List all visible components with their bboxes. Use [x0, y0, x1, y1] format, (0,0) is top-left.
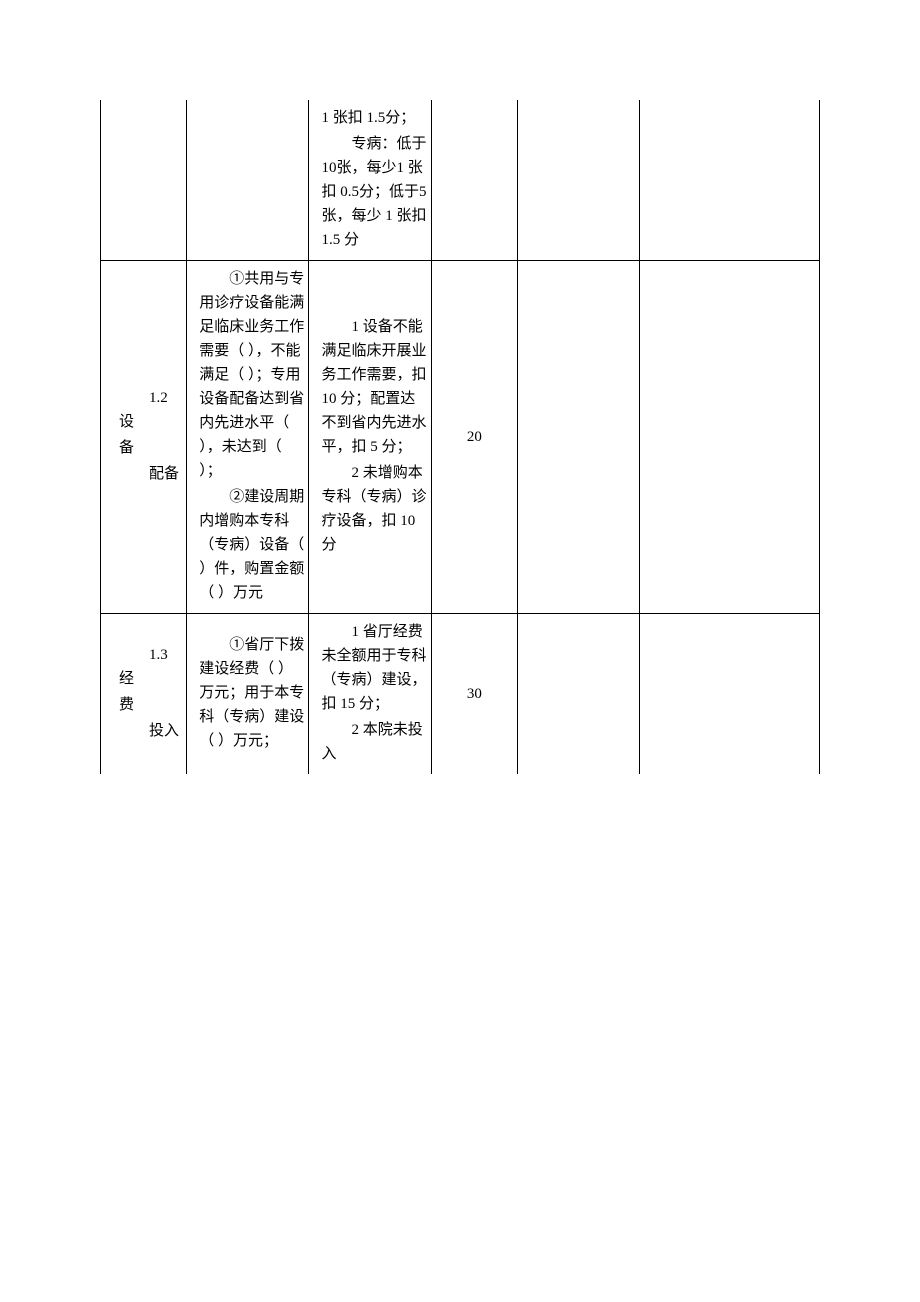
text-content: 1.2 设 [119, 386, 182, 434]
text-content: 1 张扣 1.5分； [321, 106, 426, 130]
text-content: ①共用与专用诊疗设备能满足临床业务工作需要（ ），不能满足（ ）；专用设备配备达… [199, 267, 304, 483]
text-content: 投入 [119, 719, 182, 743]
text-content: 2 本院未投入 [321, 718, 426, 766]
cell-score: 20 [431, 261, 517, 614]
cell-empty [640, 614, 820, 775]
cell-content [187, 100, 309, 261]
cell-empty [640, 100, 820, 261]
text-content: 1 省厅经费未全额用于专科（专病）建设，扣 15 分； [321, 620, 426, 716]
text-content: ②建设周期内增购本专科（专病）设备（ ）件，购置金额（ ）万元 [199, 485, 304, 605]
cell-category: 1.3 经 费 投入 [101, 614, 187, 775]
cell-content: ①共用与专用诊疗设备能满足临床业务工作需要（ ），不能满足（ ）；专用设备配备达… [187, 261, 309, 614]
text-content: 专病：低于 10张，每少1 张扣 0.5分；低于5 张，每少 1 张扣1.5 分 [321, 132, 426, 252]
cell-scoring: 1 设备不能满足临床开展业务工作需要，扣 10 分；配置达不到省内先进水平，扣 … [309, 261, 431, 614]
table-row: 1.3 经 费 投入 ①省厅下拨建设经费（ ）万元；用于本专科（专病）建设（ ）… [101, 614, 820, 775]
table-row: 1 张扣 1.5分； 专病：低于 10张，每少1 张扣 0.5分；低于5 张，每… [101, 100, 820, 261]
cell-score [431, 100, 517, 261]
score-value: 30 [467, 686, 482, 702]
text-content: 费 [119, 693, 182, 717]
table-row: 1.2 设 备 配备 ①共用与专用诊疗设备能满足临床业务工作需要（ ），不能满足… [101, 261, 820, 614]
text-content: 备 [119, 436, 182, 460]
cell-empty [640, 261, 820, 614]
cell-empty [517, 614, 639, 775]
text-content: 配备 [119, 462, 182, 486]
cell-category: 1.2 设 备 配备 [101, 261, 187, 614]
cell-empty [517, 100, 639, 261]
cell-content: ①省厅下拨建设经费（ ）万元；用于本专科（专病）建设（ ）万元； [187, 614, 309, 775]
cell-scoring: 1 张扣 1.5分； 专病：低于 10张，每少1 张扣 0.5分；低于5 张，每… [309, 100, 431, 261]
score-value: 20 [467, 429, 482, 445]
text-content: ①省厅下拨建设经费（ ）万元；用于本专科（专病）建设（ ）万元； [199, 633, 304, 753]
cell-category [101, 100, 187, 261]
text-content: 1.3 经 [119, 643, 182, 691]
cell-empty [517, 261, 639, 614]
cell-scoring: 1 省厅经费未全额用于专科（专病）建设，扣 15 分； 2 本院未投入 [309, 614, 431, 775]
cell-score: 30 [431, 614, 517, 775]
text-content: 2 未增购本专科（专病）诊疗设备，扣 10分 [321, 461, 426, 557]
text-content: 1 设备不能满足临床开展业务工作需要，扣 10 分；配置达不到省内先进水平，扣 … [321, 315, 426, 459]
document-table: 1 张扣 1.5分； 专病：低于 10张，每少1 张扣 0.5分；低于5 张，每… [100, 100, 820, 774]
